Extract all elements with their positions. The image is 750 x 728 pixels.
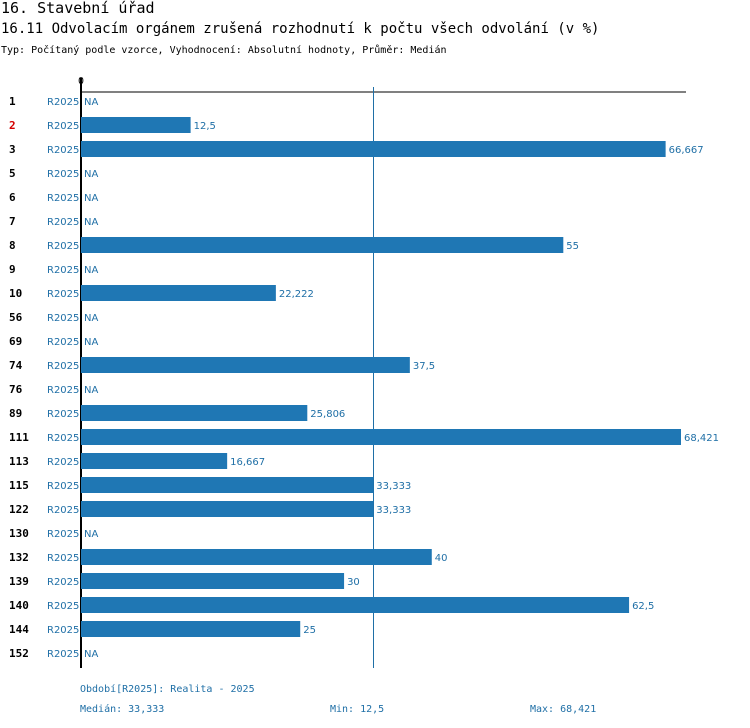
period-label: R2025	[47, 625, 79, 636]
period-label: R2025	[47, 145, 79, 156]
data-label: 55	[566, 241, 579, 252]
period-legend: Období[R2025]: Realita - 2025	[80, 684, 255, 695]
data-label: 25,806	[310, 409, 345, 420]
bar	[81, 141, 666, 157]
period-label: R2025	[47, 577, 79, 588]
category-label: 8	[9, 239, 16, 252]
category-label: 10	[9, 287, 22, 300]
category-label: 132	[9, 551, 29, 564]
period-label: R2025	[47, 481, 79, 492]
period-label: R2025	[47, 385, 79, 396]
data-label: 68,421	[684, 433, 719, 444]
bar	[81, 405, 308, 421]
period-label: R2025	[47, 169, 79, 180]
data-label: 22,222	[279, 289, 314, 300]
category-label: 9	[9, 263, 16, 276]
data-label: NA	[84, 385, 98, 396]
data-label: 62,5	[632, 601, 654, 612]
bar	[81, 597, 630, 613]
data-label: 37,5	[413, 361, 435, 372]
category-label: 144	[9, 623, 29, 636]
category-label: 130	[9, 527, 29, 540]
period-label: R2025	[47, 97, 79, 108]
chart-subtitle: Typ: Počítaný podle vzorce, Vyhodnocení:…	[1, 45, 447, 56]
category-label: 152	[9, 647, 29, 660]
data-label: NA	[84, 169, 98, 180]
data-label: NA	[84, 649, 98, 660]
data-label: 40	[435, 553, 448, 564]
category-label: 115	[9, 479, 29, 492]
bar	[81, 621, 301, 637]
data-label: 66,667	[669, 145, 704, 156]
category-label: 7	[9, 215, 16, 228]
data-label: 12,5	[194, 121, 216, 132]
category-label: 122	[9, 503, 29, 516]
data-label: NA	[84, 97, 98, 108]
section-title: 16. Stavební úřad	[1, 0, 155, 17]
data-label: NA	[84, 265, 98, 276]
min-summary: Min: 12,5	[330, 704, 385, 715]
bar	[81, 237, 564, 253]
category-label: 89	[9, 407, 22, 420]
category-label: 6	[9, 191, 16, 204]
period-label: R2025	[47, 289, 79, 300]
data-label: 16,667	[230, 457, 265, 468]
period-label: R2025	[47, 457, 79, 468]
bar	[81, 477, 374, 493]
data-label: 30	[347, 577, 360, 588]
category-label: 56	[9, 311, 23, 324]
period-label: R2025	[47, 649, 79, 660]
category-label: 140	[9, 599, 29, 612]
bar	[81, 429, 681, 445]
period-label: R2025	[47, 265, 79, 276]
category-label: 2	[9, 119, 16, 132]
bar-chart: 01R2025NA2R202512,53R202566,6675R2025NA6…	[9, 76, 719, 668]
bar	[81, 453, 228, 469]
period-label: R2025	[47, 601, 79, 612]
chart-title: 16.11 Odvolacím orgánem zrušená rozhodnu…	[1, 21, 600, 37]
period-label: R2025	[47, 553, 79, 564]
data-label: 33,333	[376, 481, 411, 492]
period-label: R2025	[47, 529, 79, 540]
period-label: R2025	[47, 433, 79, 444]
data-label: NA	[84, 313, 98, 324]
bar	[81, 357, 410, 373]
period-label: R2025	[47, 313, 79, 324]
data-label: 25	[303, 625, 316, 636]
period-label: R2025	[47, 241, 79, 252]
bar	[81, 117, 191, 133]
period-label: R2025	[47, 121, 79, 132]
category-label: 69	[9, 335, 22, 348]
category-label: 5	[9, 167, 16, 180]
bar	[81, 285, 276, 301]
median-summary: Medián: 33,333	[80, 704, 165, 715]
data-label: NA	[84, 217, 98, 228]
category-label: 76	[9, 383, 23, 396]
data-label: NA	[84, 337, 98, 348]
period-label: R2025	[47, 193, 79, 204]
category-label: 113	[9, 455, 29, 468]
data-label: NA	[84, 193, 98, 204]
bar	[81, 501, 374, 517]
category-label: 111	[9, 431, 29, 444]
period-label: R2025	[47, 337, 79, 348]
period-label: R2025	[47, 217, 79, 228]
max-summary: Max: 68,421	[530, 704, 597, 715]
period-label: R2025	[47, 409, 79, 420]
category-label: 1	[9, 95, 16, 108]
period-label: R2025	[47, 505, 79, 516]
category-label: 139	[9, 575, 29, 588]
bar	[81, 549, 432, 565]
data-label: 33,333	[376, 505, 411, 516]
bar	[81, 573, 345, 589]
period-label: R2025	[47, 361, 79, 372]
data-label: NA	[84, 529, 98, 540]
category-label: 3	[9, 143, 16, 156]
category-label: 74	[9, 359, 23, 372]
